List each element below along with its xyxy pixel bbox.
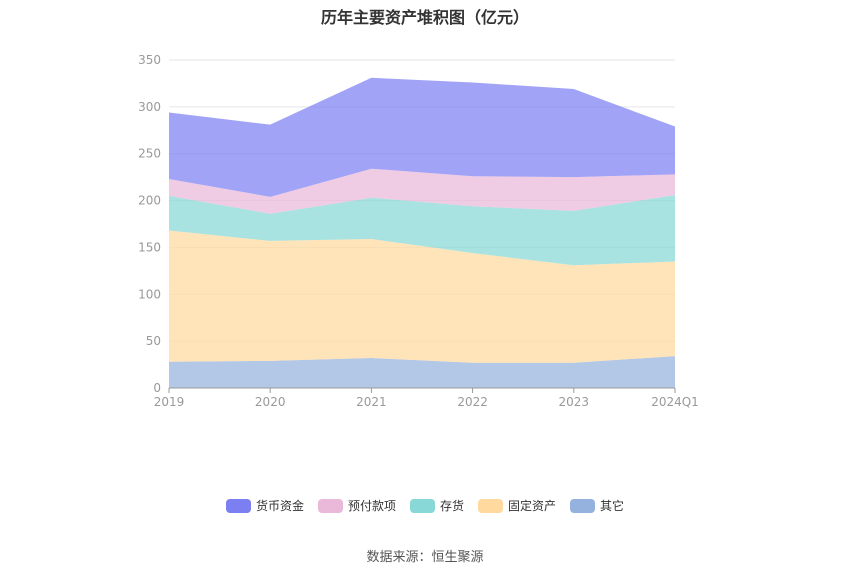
x-tick-label: 2021 [356, 395, 387, 409]
legend: 货币资金 预付款项 存货 固定资产 其它 [0, 497, 850, 514]
y-tick-label: 350 [138, 53, 161, 67]
area-固定资产[interactable] [169, 230, 675, 363]
legend-label: 固定资产 [508, 499, 557, 513]
legend-label: 其它 [600, 499, 625, 513]
y-tick-label: 0 [153, 381, 161, 395]
area-存货[interactable] [169, 194, 675, 266]
legend-swatch [478, 498, 503, 513]
legend-swatch [225, 498, 251, 513]
x-tick-label: 2019 [154, 395, 185, 409]
area-货币资金[interactable] [169, 77, 675, 197]
x-tick-label: 2022 [457, 395, 488, 409]
legend-label: 存货 [439, 499, 464, 513]
y-tick-label: 150 [138, 240, 161, 254]
axes: 0 50 100 150 200 250 300 350 2019 2020 2021 2022 202… [138, 53, 699, 409]
y-tick-label: 50 [146, 334, 161, 348]
legend-item[interactable]: 其它 [570, 497, 624, 514]
area-series [169, 77, 675, 388]
x-tick-label: 2023 [559, 395, 590, 409]
y-tick-label: 200 [138, 194, 161, 208]
legend-item[interactable]: 预付款项 [317, 497, 396, 514]
x-tick-label: 2020 [255, 395, 286, 409]
area-预付款项[interactable] [169, 168, 675, 214]
legend-label: 货币资金 [255, 499, 304, 513]
y-tick-label: 250 [138, 147, 161, 161]
y-tick-label: 300 [138, 100, 161, 114]
legend-item[interactable]: 存货 [409, 497, 464, 514]
data-source: 数据来源：恒生聚源 [366, 550, 484, 565]
area-其它[interactable] [169, 356, 675, 388]
legend-label: 预付款项 [347, 499, 396, 513]
stacked-area-chart: 0 50 100 150 200 250 300 350 2019 2020 2021 2022 202… [138, 53, 699, 409]
legend-swatch [409, 498, 435, 513]
legend-swatch [317, 498, 343, 513]
x-tick-label: 2024Q1 [651, 395, 699, 409]
legend-item[interactable]: 货币资金 [225, 497, 304, 514]
y-tick-label: 100 [138, 287, 161, 301]
chart-title: 历年主要资产堆积图（亿元） [320, 8, 529, 27]
legend-swatch [570, 498, 596, 513]
legend-item[interactable]: 固定资产 [478, 497, 556, 514]
